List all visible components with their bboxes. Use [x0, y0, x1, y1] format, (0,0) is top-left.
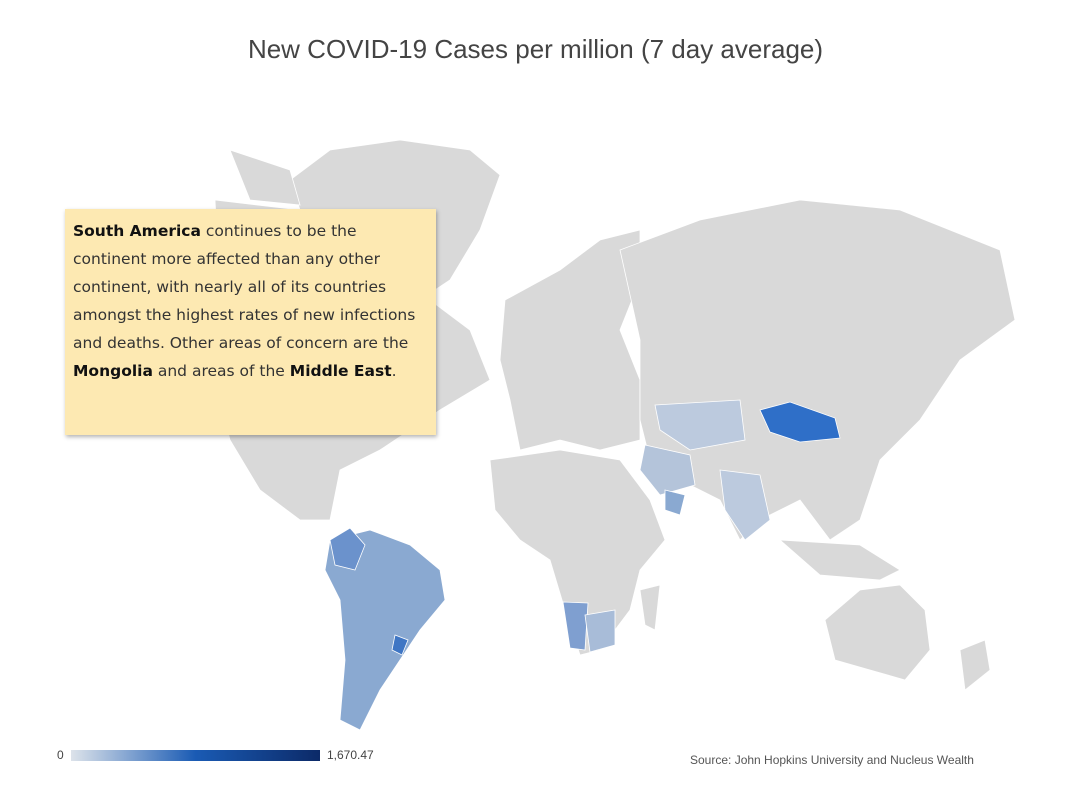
- annotation: South America continues to be the contin…: [65, 209, 436, 435]
- chart-title: New COVID-19 Cases per million (7 day av…: [247, 34, 824, 64]
- annotation-text: and areas of the: [152, 362, 290, 380]
- annotation-highlight: Middle East: [289, 362, 392, 380]
- annotation-highlight: South America: [73, 222, 201, 240]
- legend-max: 1,670.47: [327, 748, 374, 762]
- annotation-text: .: [391, 362, 397, 380]
- highlighted: [324, 399, 841, 731]
- annotation-text: continues to be the continent more affec…: [73, 222, 416, 352]
- legend-min: 0: [57, 748, 64, 762]
- annotation-highlight: Mongolia: [73, 362, 153, 380]
- color-scale: [71, 750, 320, 761]
- source: Source: John Hopkins University and Nucl…: [690, 753, 974, 767]
